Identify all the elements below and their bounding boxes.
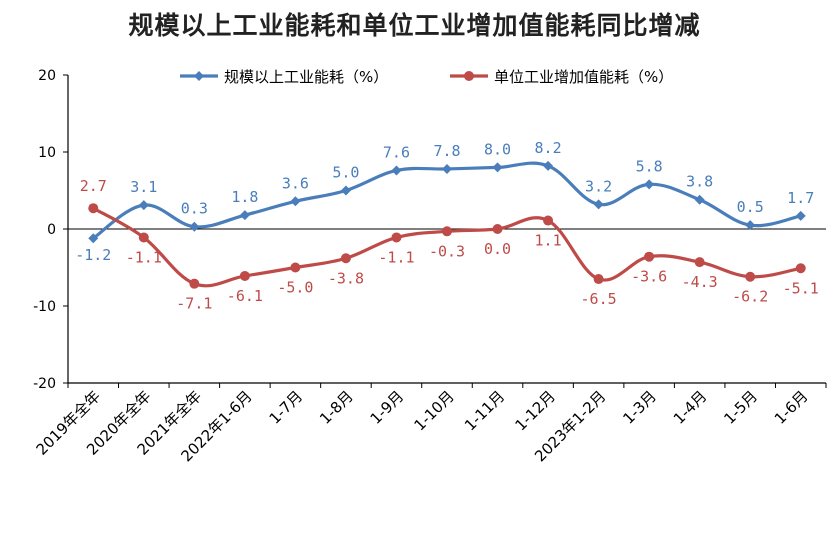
series-1-data-label: 7.6 (383, 143, 410, 161)
series-1-data-label: 3.6 (282, 174, 309, 192)
series-1-point (492, 162, 503, 173)
y-tick-label: -10 (33, 299, 56, 315)
series-2-data-label: -6.1 (227, 287, 263, 305)
x-tick-label: 1-12月 (511, 387, 558, 434)
series-2-data-label: -3.6 (631, 268, 667, 286)
series-2-point (745, 271, 756, 282)
series-2-point (88, 203, 99, 214)
x-tick-label: 1-11月 (461, 387, 508, 434)
series-2-point (694, 257, 705, 268)
series-1-point (442, 163, 452, 174)
series-2-point (543, 215, 554, 226)
series-1-point (795, 210, 806, 221)
series-1-point (644, 179, 655, 190)
series-1-data-label: 3.1 (130, 178, 157, 196)
y-tick-label: 0 (47, 222, 56, 238)
series-1-point (694, 194, 705, 205)
x-tick-label: 1-7月 (266, 387, 307, 428)
legend-marker-1 (194, 71, 204, 81)
axes: -20-10010202019年全年2020年全年2021年全年2022年1-6… (33, 68, 827, 465)
series-2-point (795, 263, 806, 274)
series-2-point (189, 278, 200, 289)
series-1-data-label: 0.5 (737, 198, 764, 216)
series-2-point (492, 224, 503, 234)
y-tick-label: 20 (38, 68, 56, 84)
chart-title: 规模以上工业能耗和单位工业增加值能耗同比增减 (128, 11, 701, 40)
series-2-data-label: -6.2 (732, 288, 768, 306)
series-lines (88, 160, 806, 289)
series-2-data-label: -5.0 (277, 279, 313, 297)
series-1-data-label: 5.0 (332, 164, 359, 182)
series-1-data-label: -1.2 (75, 246, 111, 264)
series-1-point (340, 185, 351, 196)
series-2-data-label: -7.1 (176, 295, 212, 313)
series-2-point (593, 274, 604, 285)
series-2-data-label: 1.1 (535, 232, 562, 250)
series-2-data-label: -1.1 (126, 248, 162, 266)
series-2-point (290, 262, 301, 273)
series-1-data-label: 3.2 (585, 177, 612, 195)
series-1-data-label: 5.8 (636, 157, 663, 175)
series-2-data-label: 2.7 (80, 177, 107, 195)
legend-marker-2 (464, 71, 474, 81)
series-2-point (138, 232, 149, 243)
series-1-data-label: 7.8 (433, 142, 460, 160)
series-2-point (442, 226, 452, 237)
series-1-point (88, 233, 99, 244)
x-tick-label: 1-10月 (410, 387, 457, 434)
series-2-data-label: -4.3 (682, 273, 718, 291)
x-tick-label: 1-9月 (367, 387, 408, 428)
legend: 规模以上工业能耗（%） 单位工业增加值能耗（%） (180, 68, 673, 86)
legend-label-1: 规模以上工业能耗（%） (224, 68, 388, 86)
series-1-point (138, 200, 149, 211)
x-tick-label: 1-3月 (619, 387, 660, 428)
x-tick-label: 1-4月 (670, 387, 711, 428)
series-1-data-label: 3.8 (686, 173, 713, 191)
series-1-point (290, 196, 301, 207)
series-2-point (644, 251, 655, 262)
x-tick-label: 1-8月 (316, 387, 357, 428)
series-2-point (391, 232, 402, 243)
series-2-data-label: 0.0 (484, 240, 511, 258)
series-2-point (340, 253, 351, 264)
series-1-data-label: 1.8 (231, 188, 258, 206)
series-1-data-label: 1.7 (787, 189, 814, 207)
x-tick-label: 1-5月 (720, 387, 761, 428)
y-tick-label: 10 (38, 145, 56, 161)
series-1-point (593, 199, 604, 210)
series-2-point (239, 270, 250, 281)
series-2-data-label: -6.5 (581, 290, 617, 308)
x-tick-label: 1-6月 (771, 387, 812, 428)
series-1-point (745, 220, 756, 231)
series-2-data-label: -3.8 (328, 269, 364, 287)
series-1-data-label: 0.3 (181, 200, 208, 218)
series-1-point (239, 210, 250, 221)
series-2-data-label: -1.1 (378, 248, 414, 266)
series-2-data-label: -0.3 (429, 242, 465, 260)
series-1-point (189, 221, 200, 232)
series-1-data-label: 8.2 (535, 139, 562, 157)
series-2-data-label: -5.1 (783, 279, 819, 297)
series-1-point (391, 165, 402, 176)
legend-label-2: 单位工业增加值能耗（%） (494, 68, 673, 86)
y-tick-label: -20 (33, 376, 56, 392)
data-labels: -1.2 3.1 0.3 1.8 3.6 5.0 7.6 7.8 8.0 8.2 3.2 5.8 3.8… (75, 139, 819, 313)
series-1-data-label: 8.0 (484, 140, 511, 158)
series-1-point (543, 160, 554, 171)
